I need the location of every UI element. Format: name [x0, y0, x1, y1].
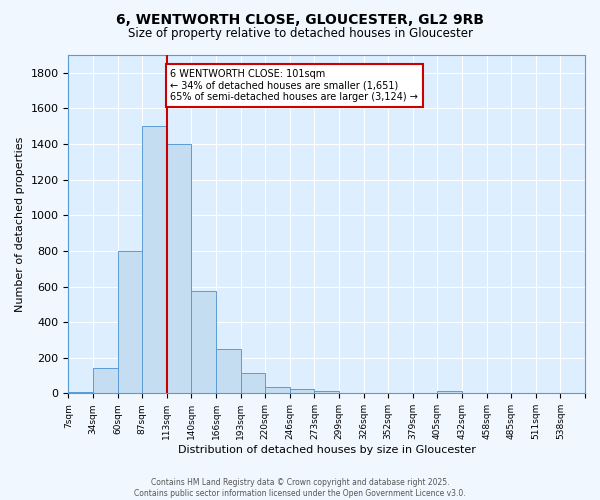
Bar: [68, 392, 93, 394]
Bar: [437, 390, 462, 394]
Bar: [142, 126, 167, 394]
Bar: [290, 389, 314, 394]
Bar: [314, 390, 339, 394]
Text: 6 WENTWORTH CLOSE: 101sqm
← 34% of detached houses are smaller (1,651)
65% of se: 6 WENTWORTH CLOSE: 101sqm ← 34% of detac…: [170, 69, 418, 102]
Text: Contains HM Land Registry data © Crown copyright and database right 2025.
Contai: Contains HM Land Registry data © Crown c…: [134, 478, 466, 498]
Bar: [265, 387, 290, 394]
Bar: [216, 349, 241, 394]
Bar: [93, 368, 118, 394]
Y-axis label: Number of detached properties: Number of detached properties: [15, 136, 25, 312]
Text: 6, WENTWORTH CLOSE, GLOUCESTER, GL2 9RB: 6, WENTWORTH CLOSE, GLOUCESTER, GL2 9RB: [116, 12, 484, 26]
Bar: [241, 373, 265, 394]
Bar: [118, 251, 142, 394]
Text: Size of property relative to detached houses in Gloucester: Size of property relative to detached ho…: [128, 28, 473, 40]
X-axis label: Distribution of detached houses by size in Gloucester: Distribution of detached houses by size …: [178, 445, 476, 455]
Bar: [191, 291, 216, 394]
Bar: [167, 144, 191, 394]
